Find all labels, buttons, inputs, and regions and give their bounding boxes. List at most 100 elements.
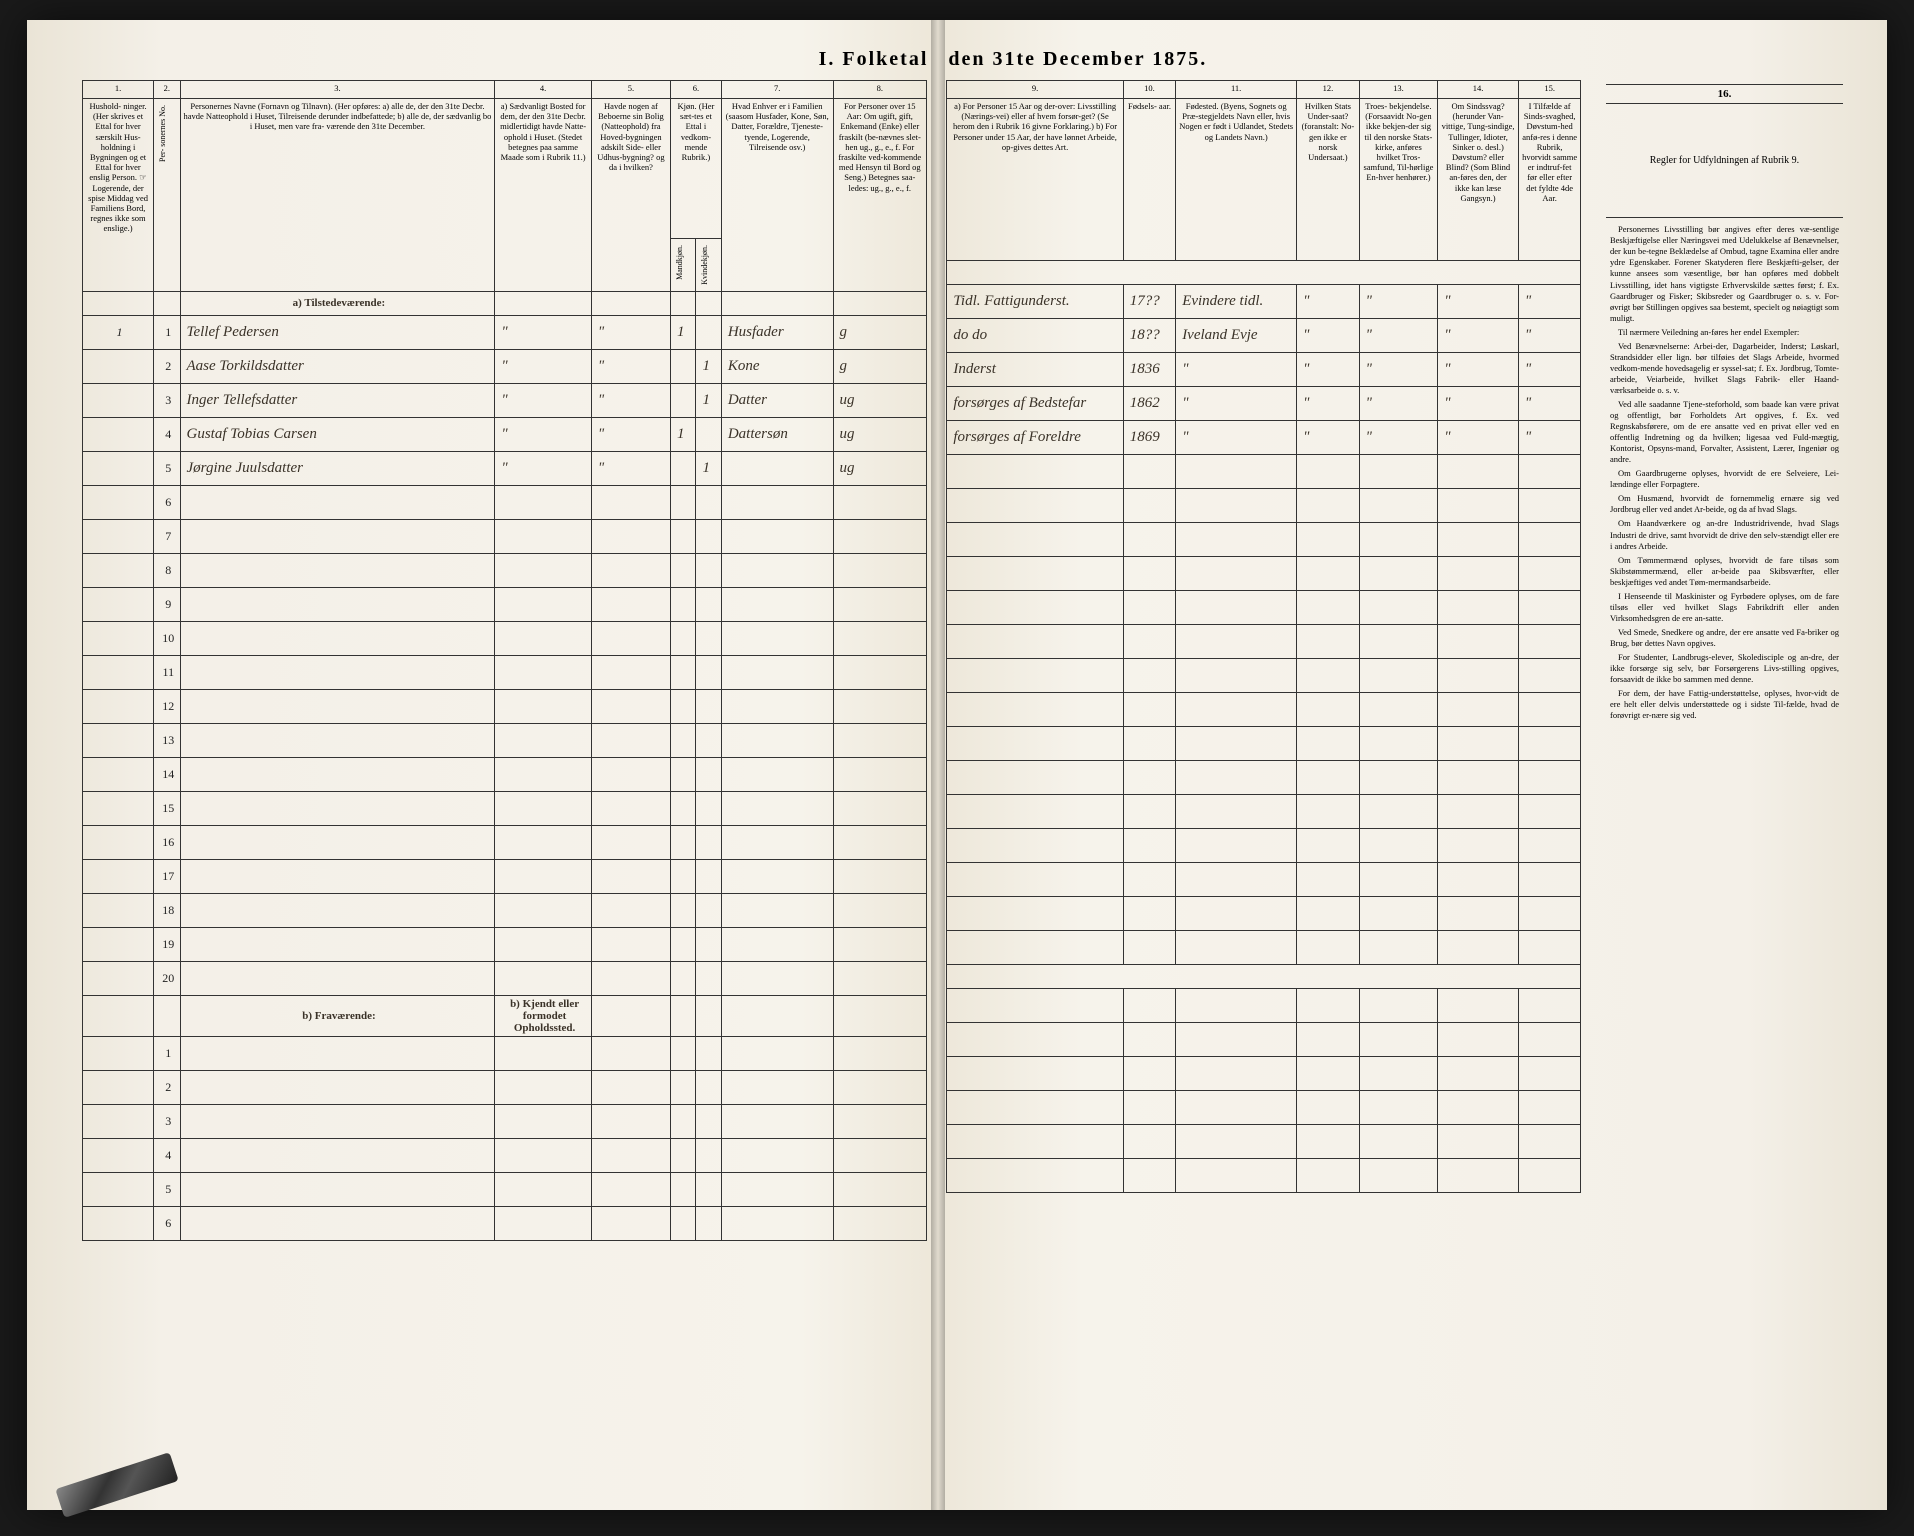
cell — [1518, 591, 1581, 625]
cell — [180, 893, 495, 927]
cell — [1297, 625, 1359, 659]
cell — [1438, 931, 1519, 965]
cell — [721, 621, 833, 655]
cell: " — [1438, 353, 1519, 387]
cell — [495, 1104, 591, 1138]
civil-status: ug — [833, 383, 926, 417]
cell — [696, 995, 721, 1036]
cell — [1297, 1023, 1359, 1057]
rules-paragraph: Om Haandværkere og an-dre Industridriven… — [1610, 518, 1839, 551]
cell — [1176, 1159, 1297, 1193]
cell — [83, 291, 154, 315]
cell — [1438, 693, 1519, 727]
col-7-num: 7. — [721, 81, 833, 99]
cell — [180, 757, 495, 791]
cell — [495, 587, 591, 621]
cell — [671, 1172, 696, 1206]
cell — [1359, 897, 1438, 931]
cell — [833, 1172, 926, 1206]
cell — [591, 1206, 670, 1240]
col-12-head: Hvilken Stats Under-saat? (foranstalt: N… — [1297, 99, 1359, 261]
cell — [721, 1206, 833, 1240]
occupation: Tidl. Fattigunderst. — [947, 285, 1123, 319]
cell: " — [495, 349, 591, 383]
family-role: Kone — [721, 349, 833, 383]
cell — [495, 1172, 591, 1206]
cell — [833, 621, 926, 655]
cell — [1123, 863, 1175, 897]
cell — [947, 523, 1123, 557]
cell — [833, 485, 926, 519]
cell — [1359, 829, 1438, 863]
person-num: 20 — [154, 961, 180, 995]
cell — [1297, 727, 1359, 761]
rules-heading: Regler for Udfyldningen af Rubrik 9. — [1606, 104, 1843, 218]
cell — [1297, 761, 1359, 795]
cell — [1123, 455, 1175, 489]
cell — [1297, 693, 1359, 727]
cell — [947, 761, 1123, 795]
section-b-label: b) Fraværende: — [180, 995, 495, 1036]
cell — [83, 1206, 154, 1240]
cell — [671, 927, 696, 961]
cell — [671, 383, 696, 417]
cell — [671, 1138, 696, 1172]
cell — [83, 553, 154, 587]
cell — [696, 553, 721, 587]
cell: " — [495, 383, 591, 417]
cell — [1297, 829, 1359, 863]
cell — [1518, 989, 1581, 1023]
cell — [1176, 727, 1297, 761]
cell — [671, 621, 696, 655]
cell — [1359, 625, 1438, 659]
col-6-k: Kvindekjøn. — [699, 241, 711, 289]
col-5-head: Havde nogen af Beboerne sin Bolig (Natte… — [591, 99, 670, 292]
cell — [180, 1206, 495, 1240]
cell — [1123, 489, 1175, 523]
birth-place: " — [1176, 353, 1297, 387]
cell — [1359, 659, 1438, 693]
cell — [83, 519, 154, 553]
cell — [696, 961, 721, 995]
cell — [1297, 931, 1359, 965]
cell — [833, 1036, 926, 1070]
cell — [671, 689, 696, 723]
cell — [1123, 931, 1175, 965]
person-name: Inger Tellefsdatter — [180, 383, 495, 417]
cell — [1176, 523, 1297, 557]
col-14-num: 14. — [1438, 81, 1519, 99]
col-13-head: Troes- bekjendelse. (Forsaavidt No-gen i… — [1359, 99, 1438, 261]
cell — [1438, 455, 1519, 489]
cell — [1297, 989, 1359, 1023]
cell — [721, 825, 833, 859]
cell: 1 — [671, 417, 696, 451]
cell — [1297, 455, 1359, 489]
cell — [1359, 795, 1438, 829]
cell — [1518, 1159, 1581, 1193]
cell — [1359, 1057, 1438, 1091]
cell — [696, 655, 721, 689]
cell — [696, 291, 721, 315]
cell — [591, 961, 670, 995]
cell — [1518, 727, 1581, 761]
cell: " — [1438, 421, 1519, 455]
rules-paragraph: Ved Benævnelserne: Arbei-der, Dagarbeide… — [1610, 341, 1839, 396]
person-num: 5 — [154, 451, 180, 485]
civil-status: ug — [833, 451, 926, 485]
cell — [1176, 863, 1297, 897]
cell — [721, 1070, 833, 1104]
cell — [696, 757, 721, 791]
cell — [1123, 761, 1175, 795]
cell — [1359, 1159, 1438, 1193]
cell — [1438, 1057, 1519, 1091]
cell — [1176, 1125, 1297, 1159]
person-name: Tellef Pedersen — [180, 315, 495, 349]
cell — [696, 1138, 721, 1172]
cell: " — [1359, 319, 1438, 353]
cell — [591, 859, 670, 893]
person-num: 2 — [154, 349, 180, 383]
cell — [671, 451, 696, 485]
section-a-label: a) Tilstedeværende: — [180, 291, 495, 315]
cell — [495, 893, 591, 927]
cell — [1297, 523, 1359, 557]
